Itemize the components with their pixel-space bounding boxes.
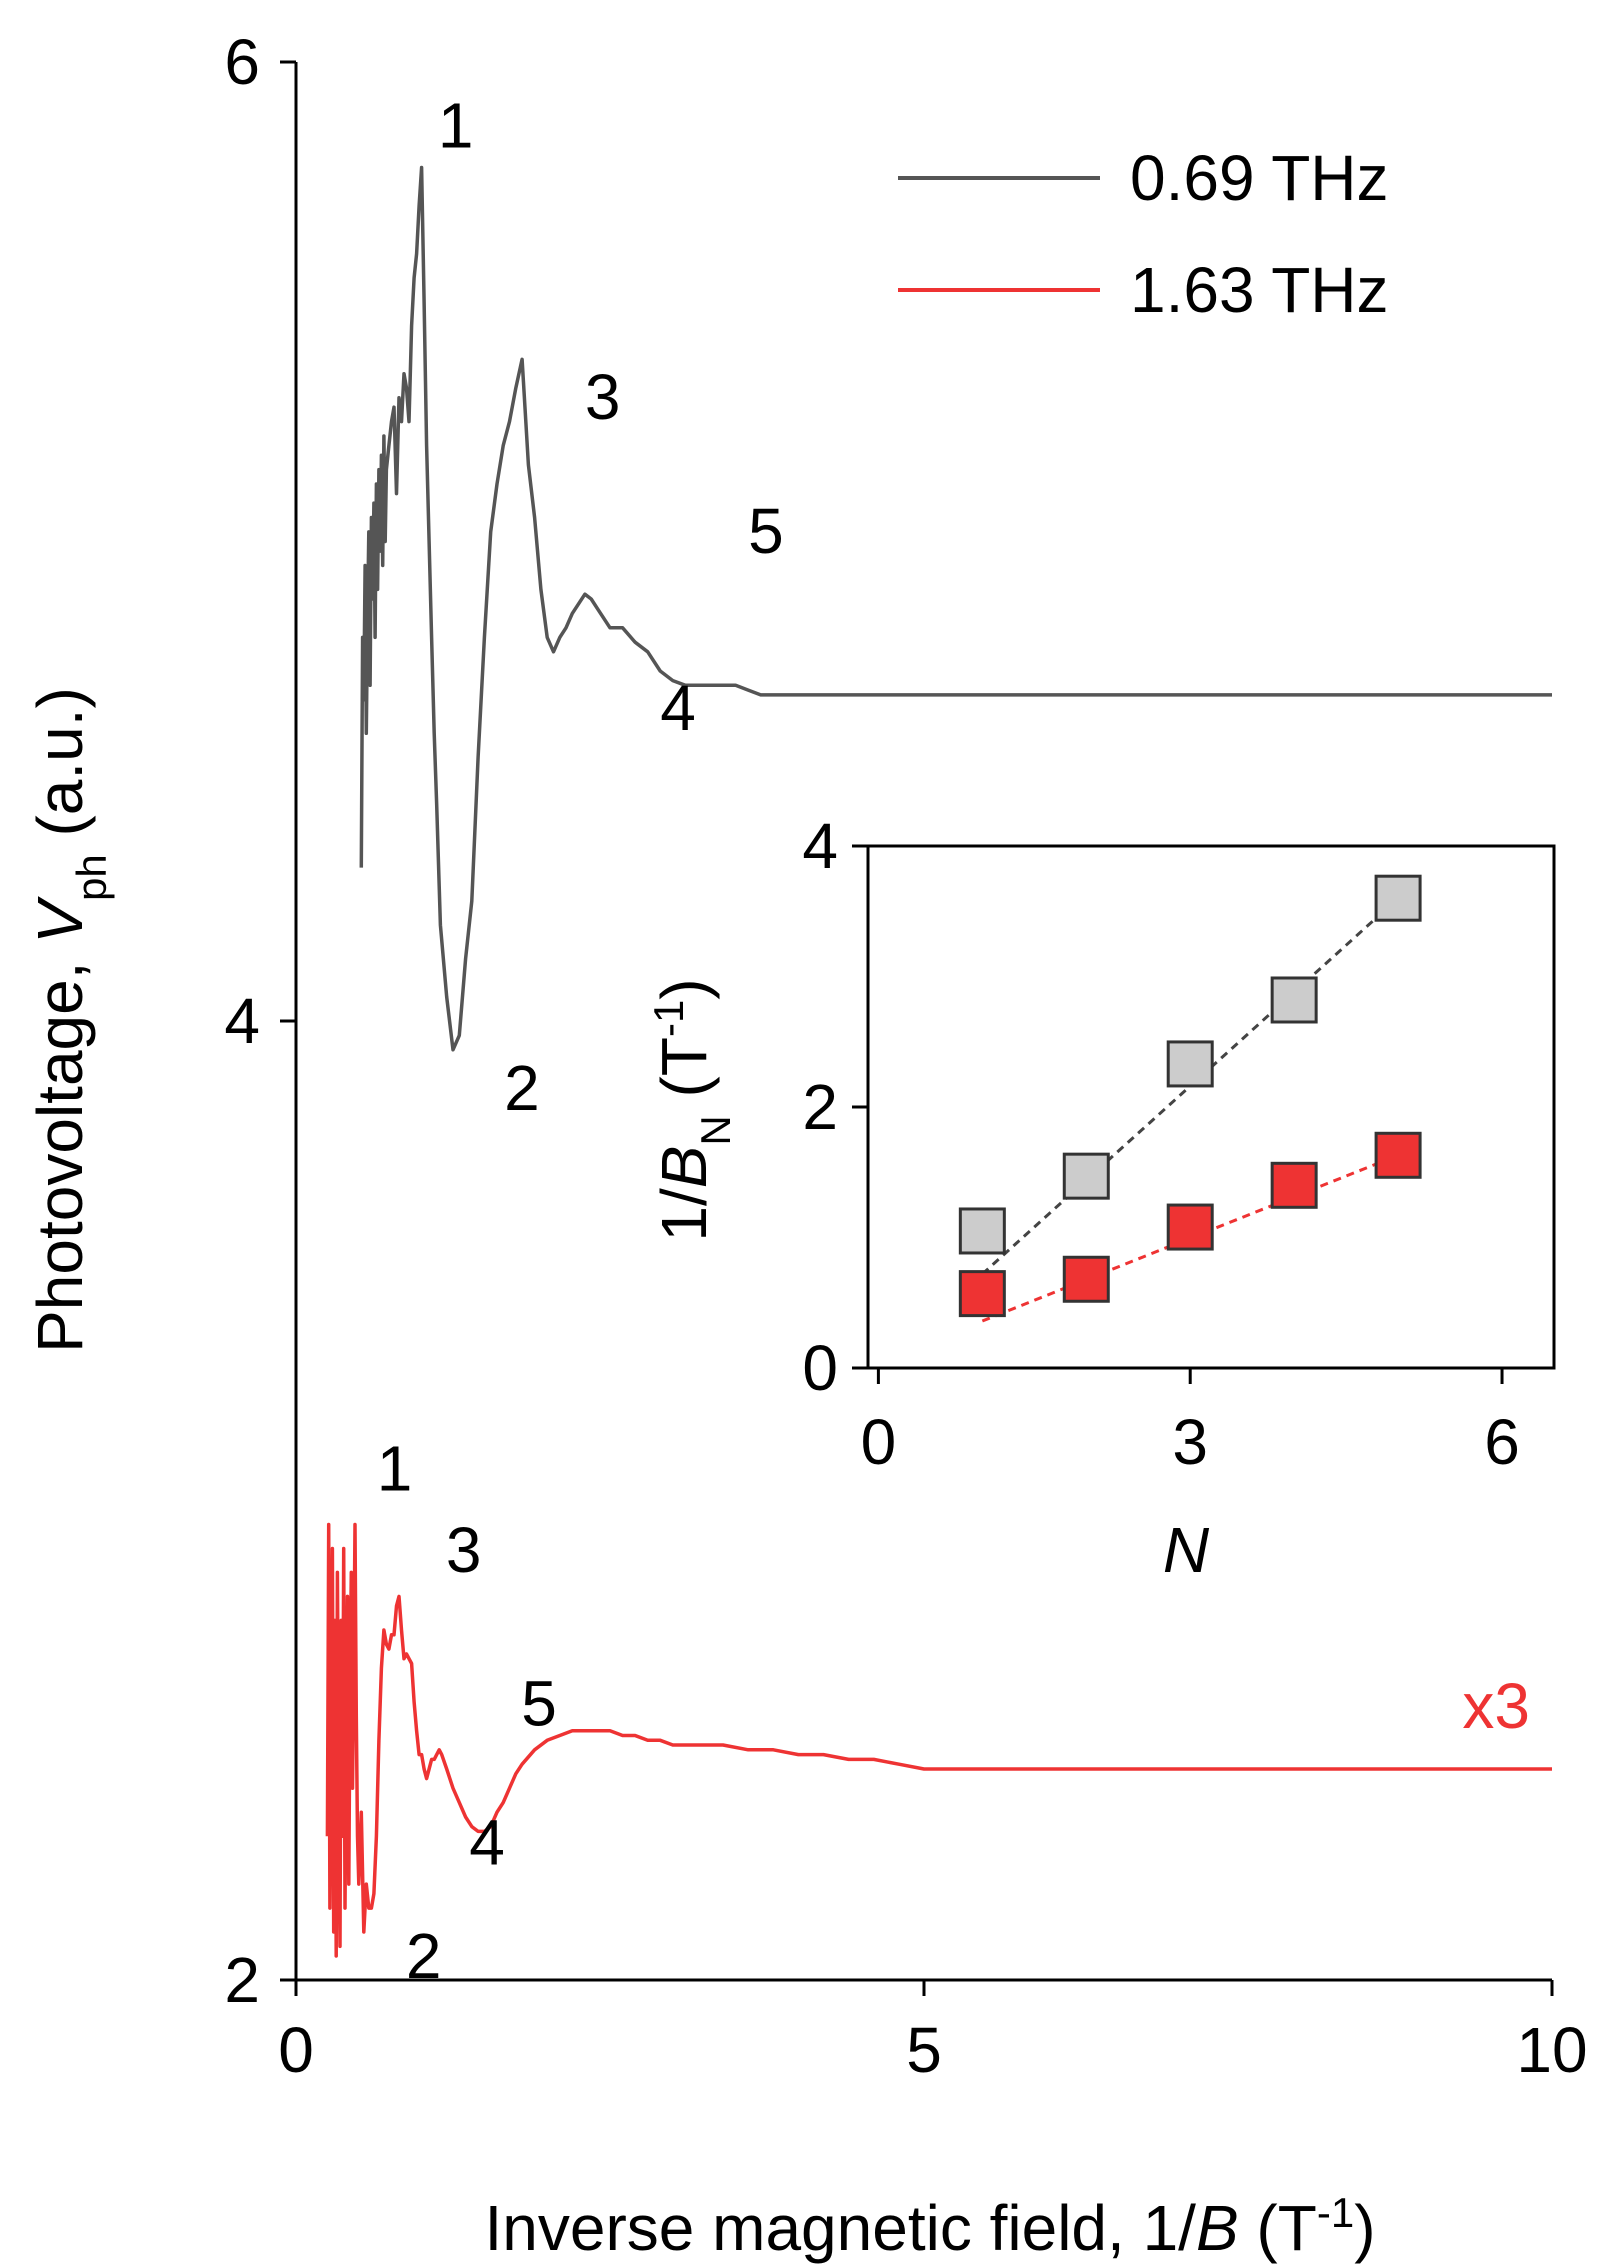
fit-line-1-63-thz — [981, 1153, 1399, 1323]
series-line-1-63-thz — [325, 1522, 1552, 1958]
main-x-tick-label-5: 5 — [906, 2014, 942, 2086]
main-y-tick-label-6: 6 — [224, 26, 260, 98]
series-line-0-69-thz — [359, 165, 1552, 1052]
annotation-1-63-thz-peak-3: 3 — [446, 1514, 482, 1586]
annotation-0-69-thz-peak-2: 2 — [504, 1052, 540, 1124]
point-1-63-thz-n5 — [1374, 1131, 1422, 1179]
main-x-ticks: 0 5 10 — [278, 1980, 1588, 2086]
annotation-1-63-thz-peak-4: 4 — [469, 1807, 505, 1879]
point-1-63-thz-n1 — [958, 1270, 1006, 1318]
inset-x-tick-label-0: 0 — [861, 1406, 897, 1478]
inset-y-tick-label-4: 4 — [802, 810, 838, 882]
annotation-1-63-thz-peak-2: 2 — [406, 1920, 442, 1992]
main-y-tick-label-2: 2 — [224, 1944, 260, 2016]
annotation-0-69-thz-peak-5: 5 — [748, 495, 784, 567]
inset-y-tick-label-0: 0 — [802, 1332, 838, 1404]
inset-x-tick-label-3: 3 — [1172, 1406, 1208, 1478]
point-0-69-thz-n3 — [1166, 1040, 1214, 1088]
scale-factor-label: x3 — [1462, 1670, 1530, 1742]
inset-x-tick-label-6: 6 — [1484, 1406, 1520, 1478]
annotation-1-63-thz-peak-5: 5 — [521, 1667, 557, 1739]
main-x-tick-label-10: 10 — [1516, 2014, 1587, 2086]
main-y-ticks: 2 4 6 — [224, 26, 296, 2016]
legend: 0.69 THz 1.63 THz — [898, 142, 1389, 326]
annotation-0-69-thz-peak-3: 3 — [585, 361, 621, 433]
inset-x-axis-title: N — [1163, 1514, 1210, 1586]
inset-points — [958, 874, 1422, 1318]
main-y-axis-title: Photovoltage, Vph (a.u.) — [24, 687, 115, 1353]
inset-x-ticks: 0 3 6 — [861, 1368, 1520, 1478]
inset-y-tick-label-2: 2 — [802, 1071, 838, 1143]
point-0-69-thz-n1 — [958, 1207, 1006, 1255]
legend-label-0-69-thz: 0.69 THz — [1130, 142, 1389, 214]
point-1-63-thz-n2 — [1062, 1255, 1110, 1303]
inset-y-ticks: 0 2 4 — [802, 810, 868, 1404]
annotation-0-69-thz-peak-1: 1 — [438, 89, 474, 161]
main-series-group — [325, 165, 1552, 1958]
annotation-1-63-thz-peak-1: 1 — [377, 1432, 413, 1504]
inset-plot: 0 2 4 0 3 6 N 1/BN (T-1) — [645, 810, 1556, 1586]
point-0-69-thz-n2 — [1062, 1152, 1110, 1200]
main-y-tick-label-4: 4 — [224, 985, 260, 1057]
legend-label-1-63-thz: 1.63 THz — [1130, 254, 1389, 326]
main-x-axis-title: Inverse magnetic field, 1/B (T-1) — [484, 2189, 1375, 2265]
point-0-69-thz-n5 — [1374, 874, 1422, 922]
point-0-69-thz-n4 — [1270, 976, 1318, 1024]
point-1-63-thz-n4 — [1270, 1161, 1318, 1209]
point-1-63-thz-n3 — [1166, 1203, 1214, 1251]
inset-y-axis-title: 1/BN (T-1) — [645, 978, 739, 1241]
annotation-0-69-thz-peak-4: 4 — [660, 672, 696, 744]
main-x-tick-label-0: 0 — [278, 2014, 314, 2086]
